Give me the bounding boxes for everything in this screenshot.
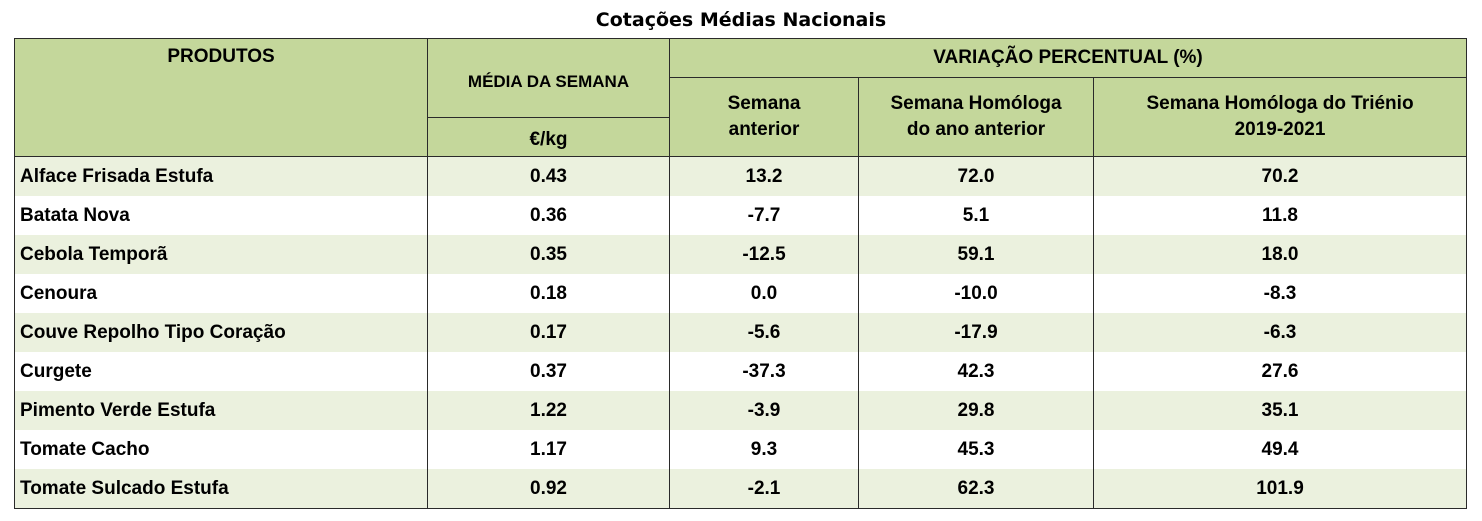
header-variacao-percentual: VARIAÇÃO PERCENTUAL (%): [668, 38, 1468, 78]
cell-homologa-ano: -17.9: [858, 313, 1094, 352]
header-homologa-ano: Semana Homóloga do ano anterior: [858, 77, 1094, 157]
cell-homologa-trienio: -8.3: [1092, 274, 1468, 313]
cell-media: 0.36: [427, 196, 670, 235]
cell-semana-anterior: -5.6: [669, 313, 859, 352]
cell-homologa-trienio: 35.1: [1092, 391, 1468, 430]
table-row: Couve Repolho Tipo Coração 0.17 -5.6 -17…: [14, 313, 1468, 352]
cell-produto: Cebola Temporã: [14, 235, 428, 274]
cell-homologa-trienio: 70.2: [1092, 156, 1468, 196]
table-body: Alface Frisada Estufa 0.43 13.2 72.0 70.…: [14, 156, 1468, 509]
cell-homologa-ano: 72.0: [858, 156, 1094, 196]
cell-semana-anterior: 13.2: [669, 156, 859, 196]
cell-media: 0.43: [427, 156, 670, 196]
cell-homologa-trienio: 101.9: [1092, 469, 1468, 509]
cell-produto: Batata Nova: [14, 196, 428, 235]
header-unit: €/kg: [427, 117, 670, 157]
page-title: Cotações Médias Nacionais: [595, 9, 887, 31]
cell-homologa-ano: -10.0: [858, 274, 1094, 313]
cell-homologa-ano: 29.8: [858, 391, 1094, 430]
cell-produto: Cenoura: [14, 274, 428, 313]
cell-produto: Alface Frisada Estufa: [14, 156, 428, 196]
cell-semana-anterior: -7.7: [669, 196, 859, 235]
table-row: Tomate Cacho 1.17 9.3 45.3 49.4: [14, 430, 1468, 469]
cell-semana-anterior: -2.1: [669, 469, 859, 509]
table-row: Alface Frisada Estufa 0.43 13.2 72.0 70.…: [14, 156, 1468, 196]
header-homologa-trienio-line1: Semana Homóloga do Triénio: [1146, 93, 1414, 114]
cell-produto: Couve Repolho Tipo Coração: [14, 313, 428, 352]
table-row: Curgete 0.37 -37.3 42.3 27.6: [14, 352, 1468, 391]
header-produtos: PRODUTOS: [14, 38, 428, 157]
table-row: Cenoura 0.18 0.0 -10.0 -8.3: [14, 274, 1468, 313]
cell-produto: Pimento Verde Estufa: [14, 391, 428, 430]
cell-media: 0.17: [427, 313, 670, 352]
cell-homologa-ano: 59.1: [858, 235, 1094, 274]
table-row: Batata Nova 0.36 -7.7 5.1 11.8: [14, 196, 1468, 235]
cell-media: 0.35: [427, 235, 670, 274]
table-row: Cebola Temporã 0.35 -12.5 59.1 18.0: [14, 235, 1468, 274]
cell-semana-anterior: 9.3: [669, 430, 859, 469]
header-media-semana: MÉDIA DA SEMANA: [427, 38, 670, 118]
cell-produto: Tomate Sulcado Estufa: [14, 469, 428, 509]
table-row: Pimento Verde Estufa 1.22 -3.9 29.8 35.1: [14, 391, 1468, 430]
cell-homologa-ano: 45.3: [858, 430, 1094, 469]
cell-media: 1.17: [427, 430, 670, 469]
cell-homologa-trienio: 18.0: [1092, 235, 1468, 274]
header-semana-anterior-line2: anterior: [728, 119, 800, 140]
cell-media: 0.92: [427, 469, 670, 509]
header-semana-anterior-line1: Semana: [727, 93, 801, 114]
header-homologa-ano-line1: Semana Homóloga: [890, 93, 1062, 114]
cell-produto: Tomate Cacho: [14, 430, 428, 469]
cell-media: 0.18: [427, 274, 670, 313]
cell-semana-anterior: -12.5: [669, 235, 859, 274]
table-row: Tomate Sulcado Estufa 0.92 -2.1 62.3 101…: [14, 469, 1468, 509]
cell-media: 0.37: [427, 352, 670, 391]
cell-homologa-ano: 62.3: [858, 469, 1094, 509]
header-homologa-trienio: Semana Homóloga do Triénio 2019-2021: [1092, 77, 1468, 157]
header-homologa-trienio-line2: 2019-2021: [1234, 119, 1326, 140]
table-header: PRODUTOS MÉDIA DA SEMANA VARIAÇÃO PERCEN…: [14, 38, 1468, 157]
cell-semana-anterior: -37.3: [669, 352, 859, 391]
header-homologa-ano-line2: do ano anterior: [906, 119, 1046, 140]
cell-homologa-ano: 42.3: [858, 352, 1094, 391]
cell-semana-anterior: -3.9: [669, 391, 859, 430]
header-semana-anterior: Semana anterior: [669, 77, 859, 157]
cell-homologa-ano: 5.1: [858, 196, 1094, 235]
cell-homologa-trienio: 27.6: [1092, 352, 1468, 391]
cell-semana-anterior: 0.0: [669, 274, 859, 313]
prices-table: PRODUTOS MÉDIA DA SEMANA VARIAÇÃO PERCEN…: [14, 38, 1468, 509]
cell-media: 1.22: [427, 391, 670, 430]
cell-produto: Curgete: [14, 352, 428, 391]
cell-homologa-trienio: -6.3: [1092, 313, 1468, 352]
cell-homologa-trienio: 49.4: [1092, 430, 1468, 469]
cell-homologa-trienio: 11.8: [1092, 196, 1468, 235]
